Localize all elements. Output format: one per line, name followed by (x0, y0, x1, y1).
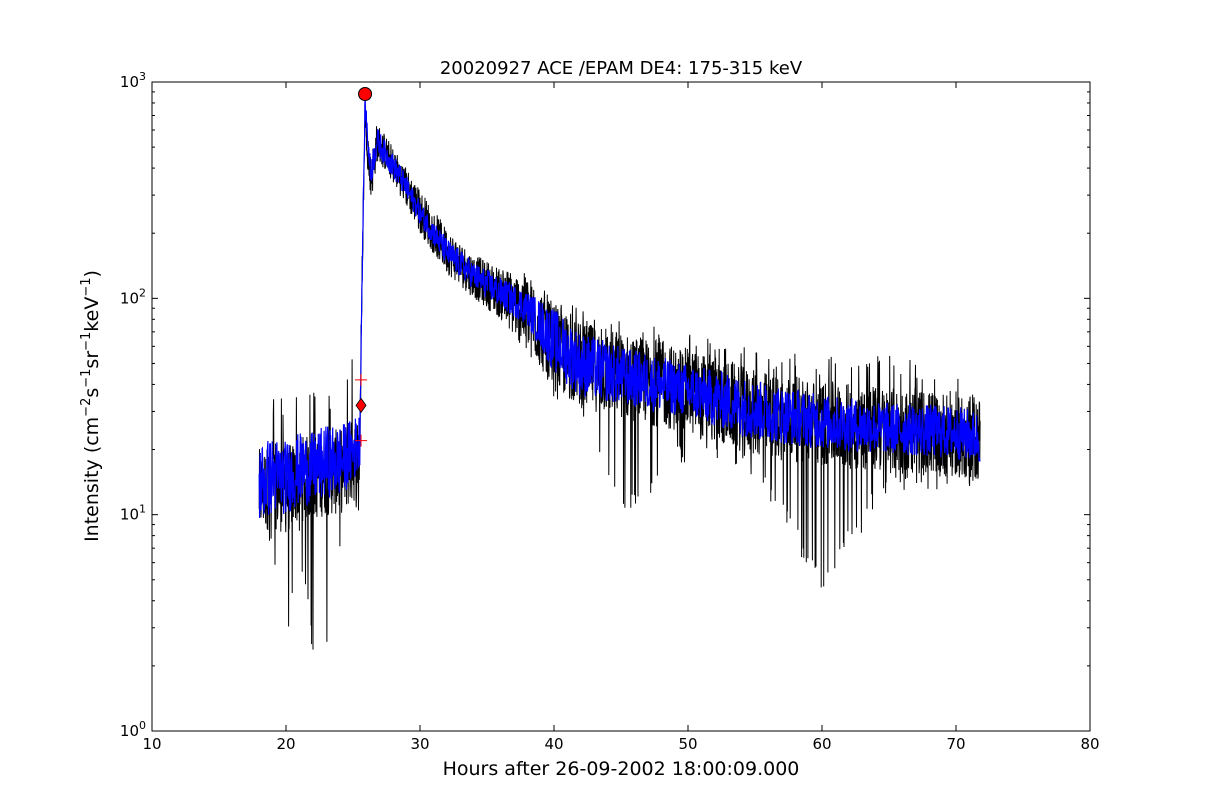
y-axis-label: Intensity (cm−2s−1sr−1keV−1) (79, 270, 103, 542)
onset-lower-marker (355, 434, 368, 447)
chart-title: 20020927 ACE /EPAM DE4: 175-315 keV (440, 58, 803, 79)
ticks-layer: 10 20 30 40 50 60 70 80 100 101 102 103 (120, 70, 1100, 753)
y-tick-label: 103 (120, 70, 146, 91)
x-tick-label: 30 (410, 735, 429, 753)
x-tick-label: 70 (946, 735, 965, 753)
data-layer (258, 87, 981, 650)
x-axis-label: Hours after 26-09-2002 18:00:09.000 (443, 758, 800, 780)
y-tick-label: 102 (120, 286, 146, 307)
x-tick-label: 60 (812, 735, 831, 753)
smoothed-intensity-line (258, 93, 981, 519)
x-tick-label: 10 (142, 735, 161, 753)
onset-marker (355, 397, 367, 414)
y-tick-label: 101 (120, 503, 146, 524)
x-tick-label: 40 (544, 735, 563, 753)
x-tick-label: 80 (1080, 735, 1099, 753)
plot-frame (151, 81, 1091, 732)
x-tick-label: 50 (678, 735, 697, 753)
peak-marker (358, 87, 373, 102)
x-tick-label: 20 (276, 735, 295, 753)
y-tick-label: 100 (120, 719, 146, 740)
onset-upper-marker (355, 373, 368, 386)
